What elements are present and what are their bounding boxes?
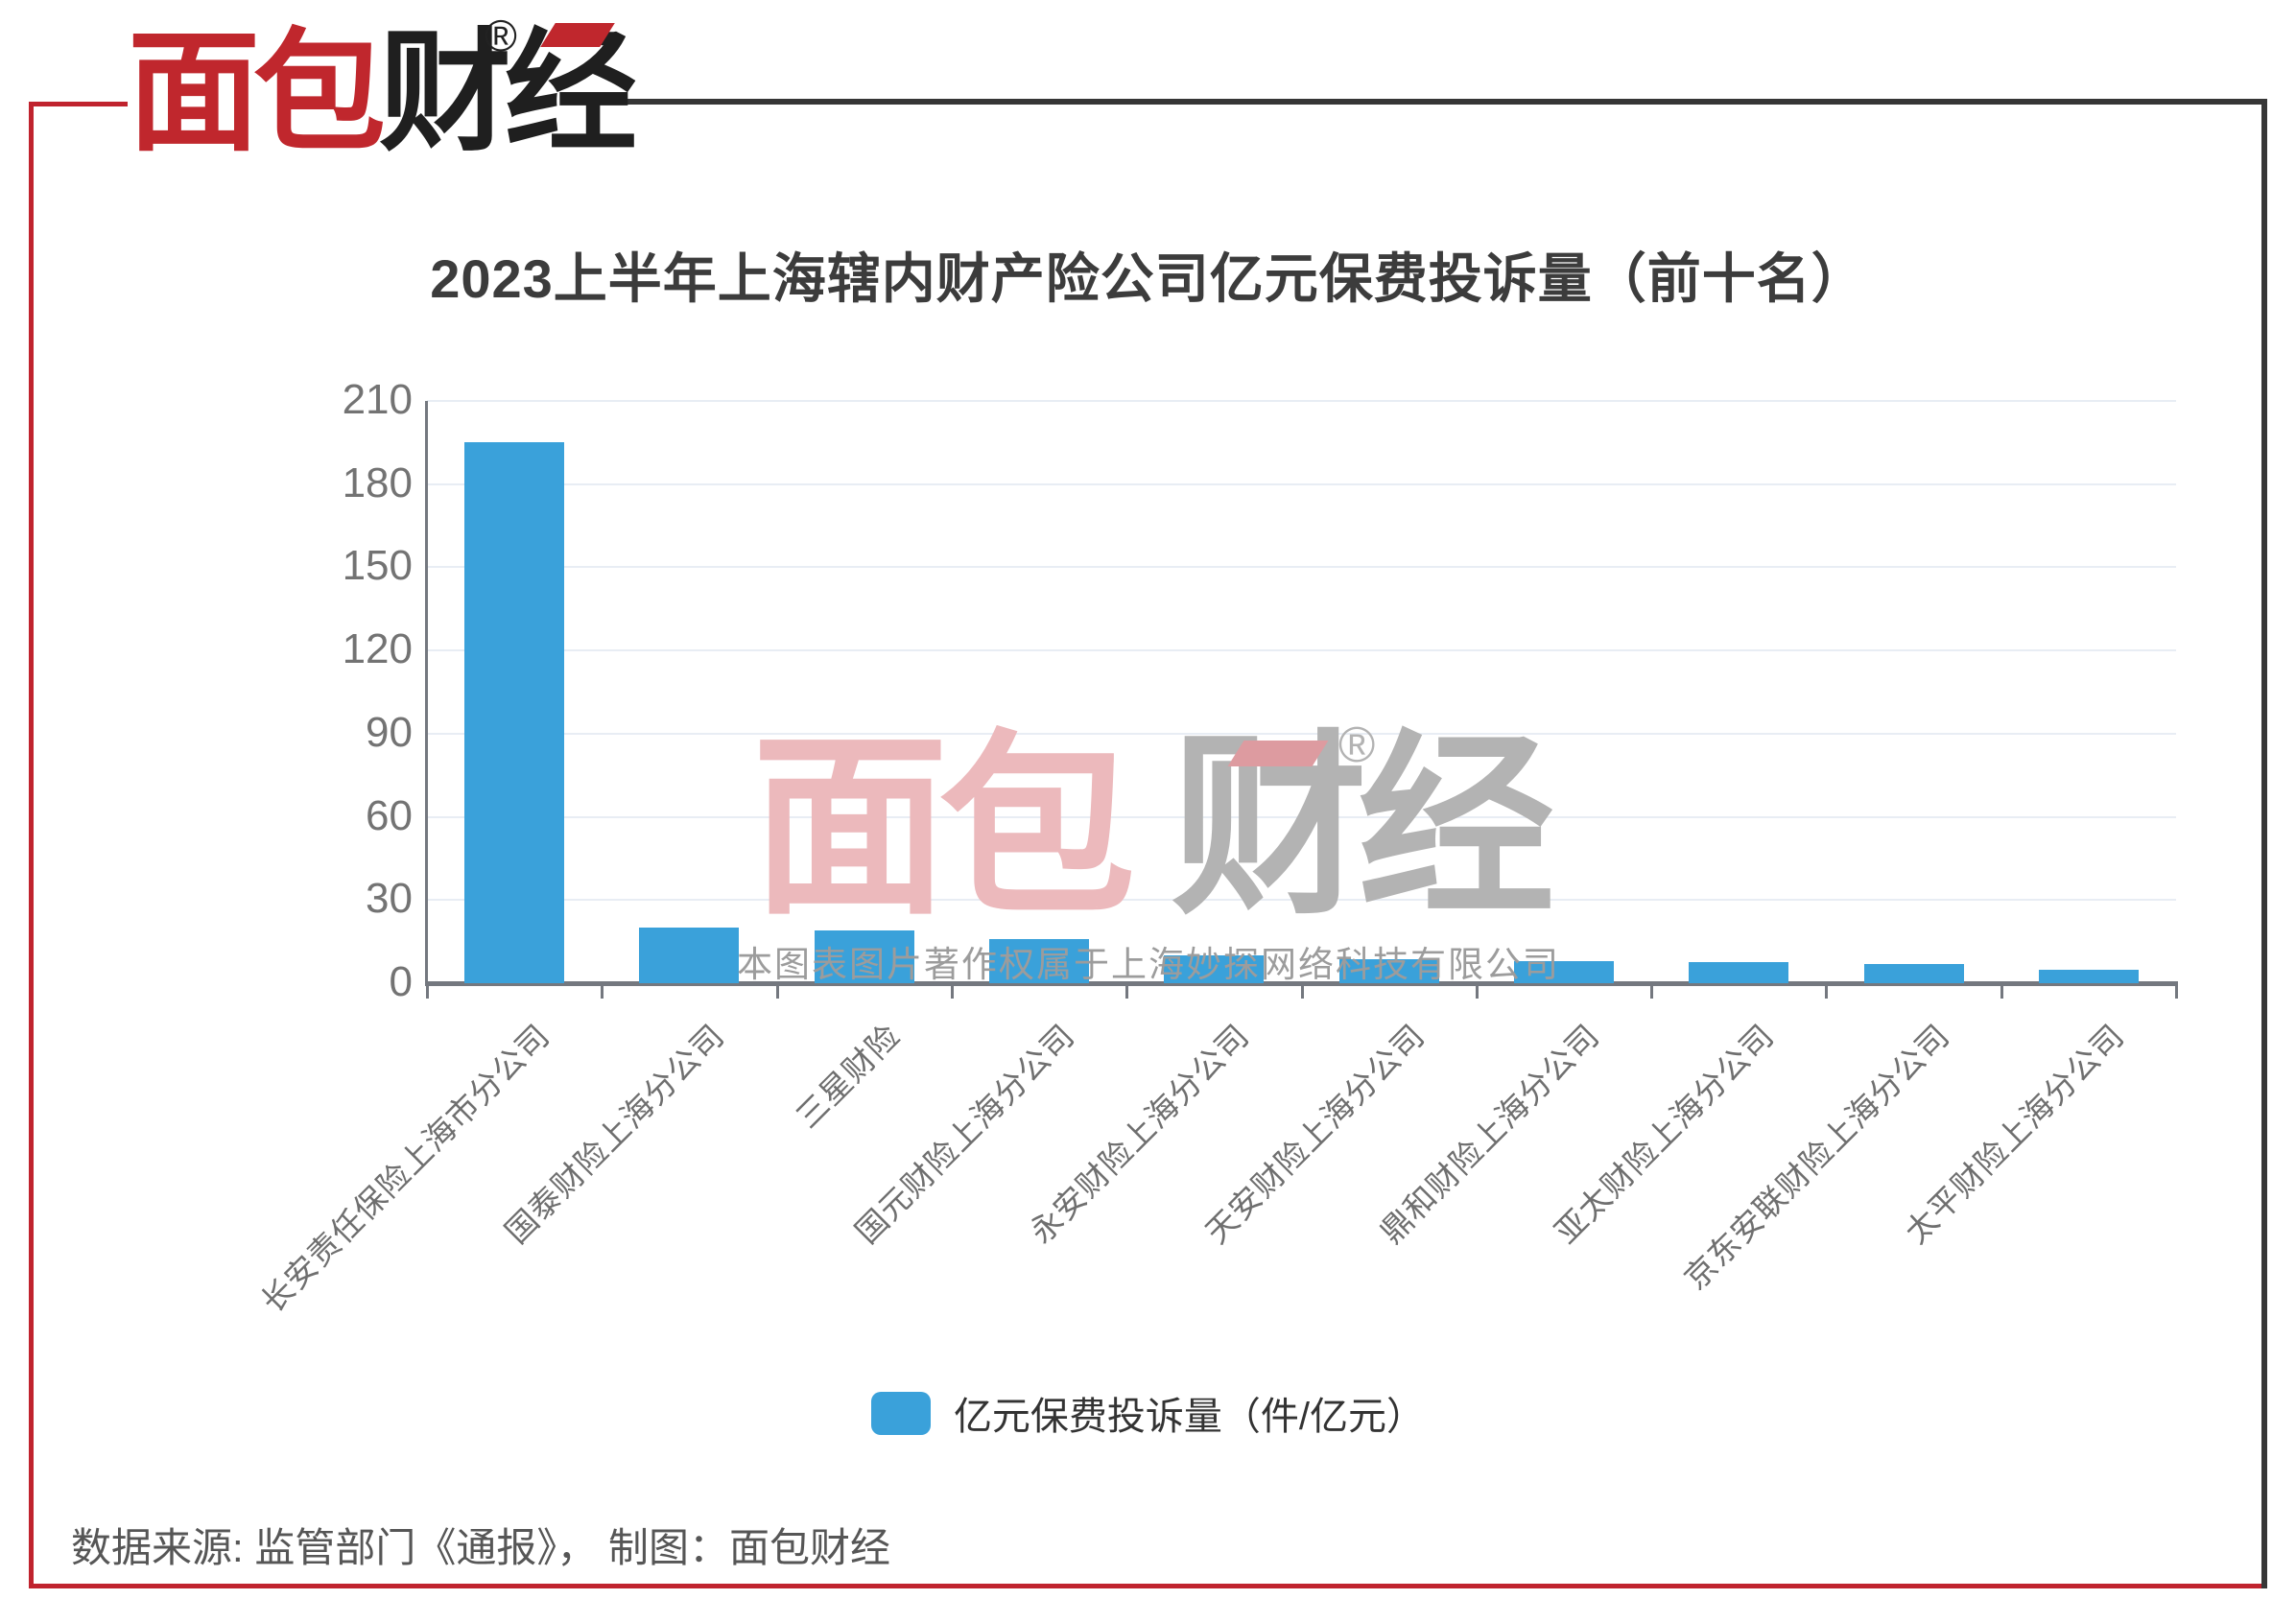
y-axis-label-120: 120 [342, 625, 413, 673]
y-axis-label-210: 210 [342, 376, 413, 423]
frame-right-border [2261, 99, 2267, 1588]
frame-left-border [29, 102, 34, 1588]
x-axis-tick [1300, 986, 1304, 999]
registered-trademark-icon: ® [485, 11, 517, 60]
y-axis-label-90: 90 [366, 708, 413, 756]
x-axis-tick [2175, 986, 2178, 999]
x-axis-tick [601, 986, 604, 999]
bar-5 [1164, 955, 1265, 983]
bar-3 [814, 930, 914, 983]
x-axis-tick [426, 986, 429, 999]
x-axis-tick [1825, 986, 1829, 999]
brand-logo-black-text: 财经 [379, 19, 637, 167]
gridline-180 [427, 482, 2176, 485]
watermark-registered-trademark-icon: ® [1338, 717, 1376, 773]
watermark-logo: 面包 财经 ® [614, 719, 1683, 929]
bar-2 [639, 928, 740, 983]
gridline-150 [427, 566, 2176, 569]
brand-logo-red-text: 面包 [128, 19, 386, 167]
x-axis-tick [1475, 986, 1479, 999]
bar-9 [1863, 964, 1964, 983]
data-source-note: 数据来源: 监管部门《通报》， 制图：面包财经 [71, 1525, 891, 1570]
x-axis-tick [1125, 986, 1129, 999]
gridline-90 [427, 732, 2176, 735]
watermark-logo-red-text: 面包 [751, 717, 1136, 937]
bar-1 [464, 442, 565, 983]
x-axis-tick [1650, 986, 1654, 999]
y-axis-label-60: 60 [366, 791, 413, 839]
gridline-60 [427, 815, 2176, 818]
gridline-120 [427, 649, 2176, 652]
y-axis-label-0: 0 [389, 958, 413, 1005]
legend-swatch [870, 1391, 931, 1435]
bar-10 [2038, 970, 2139, 983]
x-axis-label: 三星财险 [789, 1017, 907, 1135]
x-axis-line [425, 981, 2178, 986]
chart-legend: 亿元保费投诉量（件/亿元） [0, 1385, 2296, 1441]
x-axis-label: 长安责任保险上海市分公司 [254, 1017, 556, 1320]
bar-6 [1338, 959, 1439, 983]
x-axis-tick [775, 986, 779, 999]
y-axis-label-150: 150 [342, 542, 413, 590]
watermark-caption: 本图表图片著作权属于上海妙探网络科技有限公司 [737, 945, 1560, 985]
y-axis-line [425, 401, 428, 983]
chart-title: 2023上半年上海辖内财产险公司亿元保费投诉量（前十名） [430, 248, 1866, 309]
bar-7 [1513, 961, 1614, 983]
x-axis-tick [950, 986, 954, 999]
frame-top-dark-segment [619, 99, 2261, 105]
legend-label: 亿元保费投诉量（件/亿元） [953, 1396, 1426, 1438]
gridline-210 [427, 400, 2176, 402]
x-axis-tick [2000, 986, 2003, 999]
frame-bottom-border [29, 1584, 2267, 1588]
bar-8 [1689, 962, 1789, 983]
bar-4 [989, 939, 1090, 983]
watermark: 面包 财经 ® 本图表图片著作权属于上海妙探网络科技有限公司 [614, 719, 1683, 987]
frame-top-red-segment [29, 102, 128, 106]
gridline-30 [427, 899, 2176, 902]
watermark-slant-decoration [1227, 741, 1329, 766]
y-axis-label-180: 180 [342, 459, 413, 506]
brand-logo: 面包 财经 ® [128, 11, 637, 175]
y-axis-label-30: 30 [366, 875, 413, 923]
